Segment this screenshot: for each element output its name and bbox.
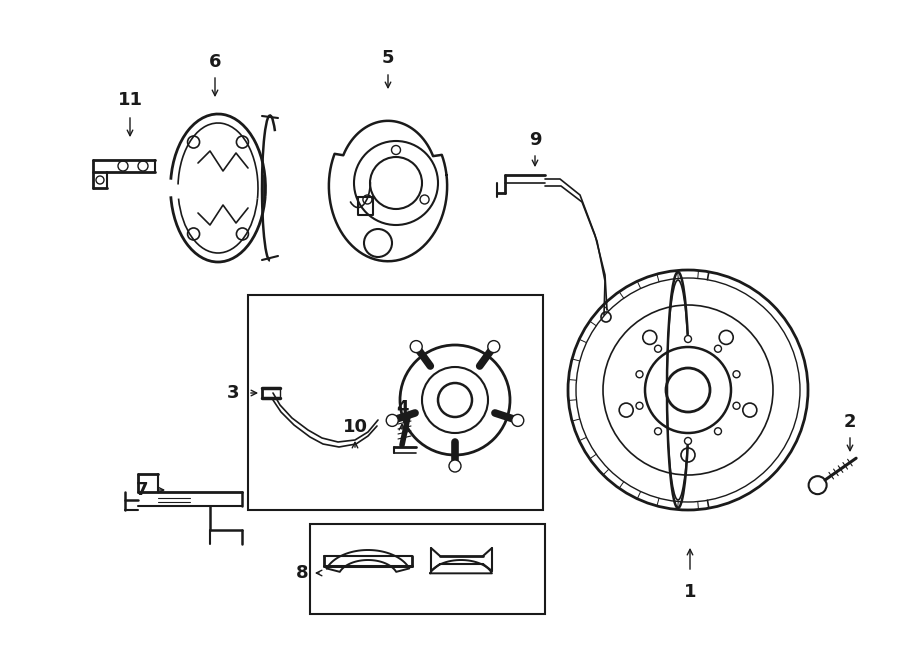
Text: 10: 10 (343, 418, 367, 436)
Bar (248, 295, 543, 510)
Text: 9: 9 (529, 131, 541, 149)
Text: 7: 7 (136, 481, 149, 499)
Circle shape (449, 460, 461, 472)
Circle shape (512, 414, 524, 426)
Circle shape (410, 340, 422, 352)
Text: 5: 5 (382, 49, 394, 67)
Text: 8: 8 (296, 564, 309, 582)
Circle shape (386, 414, 398, 426)
Circle shape (488, 340, 500, 352)
Text: 3: 3 (227, 384, 239, 402)
Text: 4: 4 (396, 399, 409, 417)
Text: 6: 6 (209, 53, 221, 71)
Text: 11: 11 (118, 91, 142, 109)
Text: 2: 2 (844, 413, 856, 431)
Bar (310, 524, 545, 614)
Text: 1: 1 (684, 583, 697, 601)
